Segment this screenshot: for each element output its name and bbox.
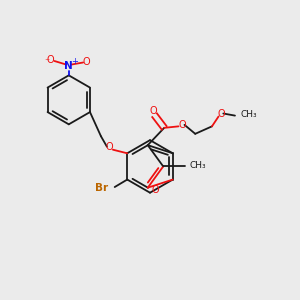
Text: ⁻: ⁻ — [44, 57, 49, 67]
Text: O: O — [178, 120, 186, 130]
Text: O: O — [149, 106, 157, 116]
Text: O: O — [46, 55, 54, 64]
Text: O: O — [106, 142, 113, 152]
Text: N: N — [64, 61, 73, 71]
Text: O: O — [217, 109, 225, 118]
Text: Br: Br — [95, 183, 108, 193]
Text: O: O — [151, 185, 159, 195]
Text: +: + — [71, 57, 78, 66]
Text: CH₃: CH₃ — [241, 110, 258, 119]
Text: O: O — [82, 57, 90, 67]
Text: CH₃: CH₃ — [189, 161, 206, 170]
